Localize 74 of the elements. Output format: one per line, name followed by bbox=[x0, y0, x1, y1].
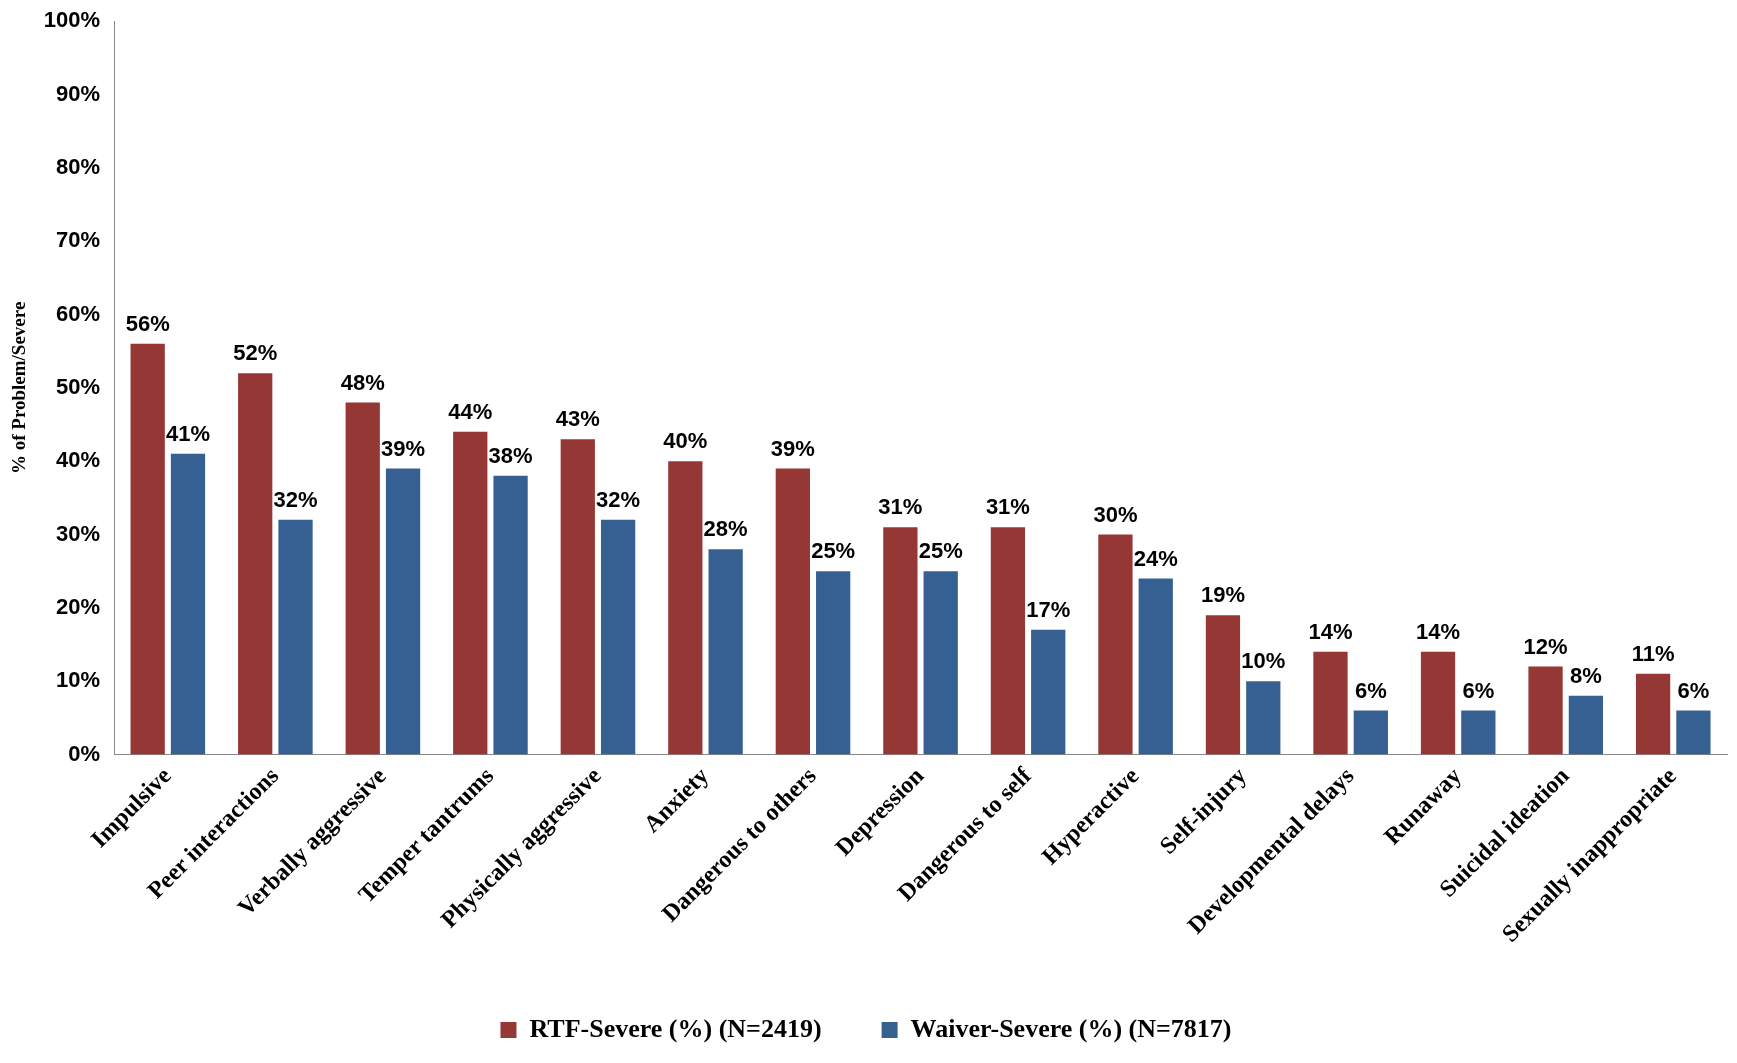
data-label: 24% bbox=[1133, 545, 1178, 571]
data-label: 30% bbox=[1093, 501, 1138, 527]
data-label: 6% bbox=[1677, 677, 1710, 703]
bar bbox=[1635, 673, 1671, 755]
bar bbox=[775, 468, 810, 755]
data-label: 25% bbox=[811, 538, 856, 564]
data-label: 52% bbox=[233, 340, 278, 366]
data-label: 14% bbox=[1308, 618, 1353, 644]
bar bbox=[600, 519, 636, 755]
bar bbox=[990, 527, 1026, 755]
bar bbox=[1246, 681, 1281, 755]
bar bbox=[385, 468, 421, 755]
data-label: 48% bbox=[340, 369, 385, 395]
data-label: 32% bbox=[596, 486, 641, 512]
data-label: 17% bbox=[1026, 596, 1071, 622]
legend-label: RTF-Severe (%) (N=2419) bbox=[529, 1013, 822, 1043]
data-label: 38% bbox=[488, 442, 533, 468]
bar bbox=[1313, 651, 1348, 755]
bar bbox=[923, 571, 958, 755]
y-tick-label: 40% bbox=[56, 447, 101, 473]
data-label: 39% bbox=[381, 435, 426, 461]
bar bbox=[1031, 629, 1066, 755]
data-label: 14% bbox=[1415, 618, 1461, 644]
bar bbox=[170, 453, 206, 755]
data-label: 25% bbox=[918, 538, 963, 564]
bar bbox=[1138, 578, 1173, 755]
bar bbox=[453, 431, 488, 755]
data-label: 40% bbox=[663, 428, 708, 454]
bar bbox=[816, 571, 851, 755]
y-axis-title: % of Problem/Severe bbox=[8, 301, 30, 475]
bar bbox=[278, 519, 313, 755]
bar bbox=[1098, 534, 1133, 755]
data-label: 10% bbox=[1241, 648, 1286, 674]
data-label: 39% bbox=[770, 435, 815, 461]
data-label: 19% bbox=[1200, 582, 1245, 608]
data-label: 6% bbox=[1462, 677, 1495, 703]
data-label: 28% bbox=[703, 516, 748, 542]
bar bbox=[345, 402, 380, 755]
data-label: 56% bbox=[125, 310, 170, 336]
bar bbox=[668, 461, 703, 755]
bar bbox=[560, 439, 595, 755]
bar bbox=[1676, 710, 1711, 755]
bar bbox=[1205, 615, 1241, 755]
legend-label: Waiver-Severe (%) (N=7817) bbox=[910, 1013, 1232, 1043]
y-tick-label: 70% bbox=[56, 227, 101, 253]
data-label: 31% bbox=[985, 494, 1030, 520]
bar bbox=[493, 475, 528, 755]
data-label: 41% bbox=[165, 420, 211, 446]
y-tick-label: 60% bbox=[56, 300, 101, 326]
y-tick-label: 100% bbox=[43, 7, 101, 33]
y-tick-label: 20% bbox=[56, 593, 101, 619]
bar bbox=[1528, 666, 1563, 755]
bar bbox=[1461, 710, 1496, 755]
y-tick-label: 80% bbox=[56, 153, 101, 179]
y-tick-label: 50% bbox=[56, 373, 101, 399]
data-label: 31% bbox=[878, 494, 923, 520]
y-tick-label: 0% bbox=[68, 740, 101, 766]
y-tick-label: 10% bbox=[56, 667, 101, 693]
data-label: 8% bbox=[1569, 662, 1602, 688]
bar bbox=[1353, 710, 1388, 755]
bar bbox=[883, 527, 918, 755]
bar bbox=[1568, 695, 1604, 755]
y-tick-label: 90% bbox=[56, 80, 101, 106]
bar bbox=[130, 343, 165, 755]
bar bbox=[238, 373, 273, 755]
data-label: 32% bbox=[273, 486, 318, 512]
data-label: 44% bbox=[448, 398, 493, 424]
bar bbox=[708, 549, 743, 755]
bar bbox=[1420, 651, 1456, 755]
data-label: 11% bbox=[1631, 640, 1675, 666]
data-label: 12% bbox=[1523, 633, 1568, 659]
y-tick-label: 30% bbox=[56, 520, 101, 546]
data-label: 43% bbox=[555, 406, 600, 432]
data-label: 6% bbox=[1354, 677, 1387, 703]
